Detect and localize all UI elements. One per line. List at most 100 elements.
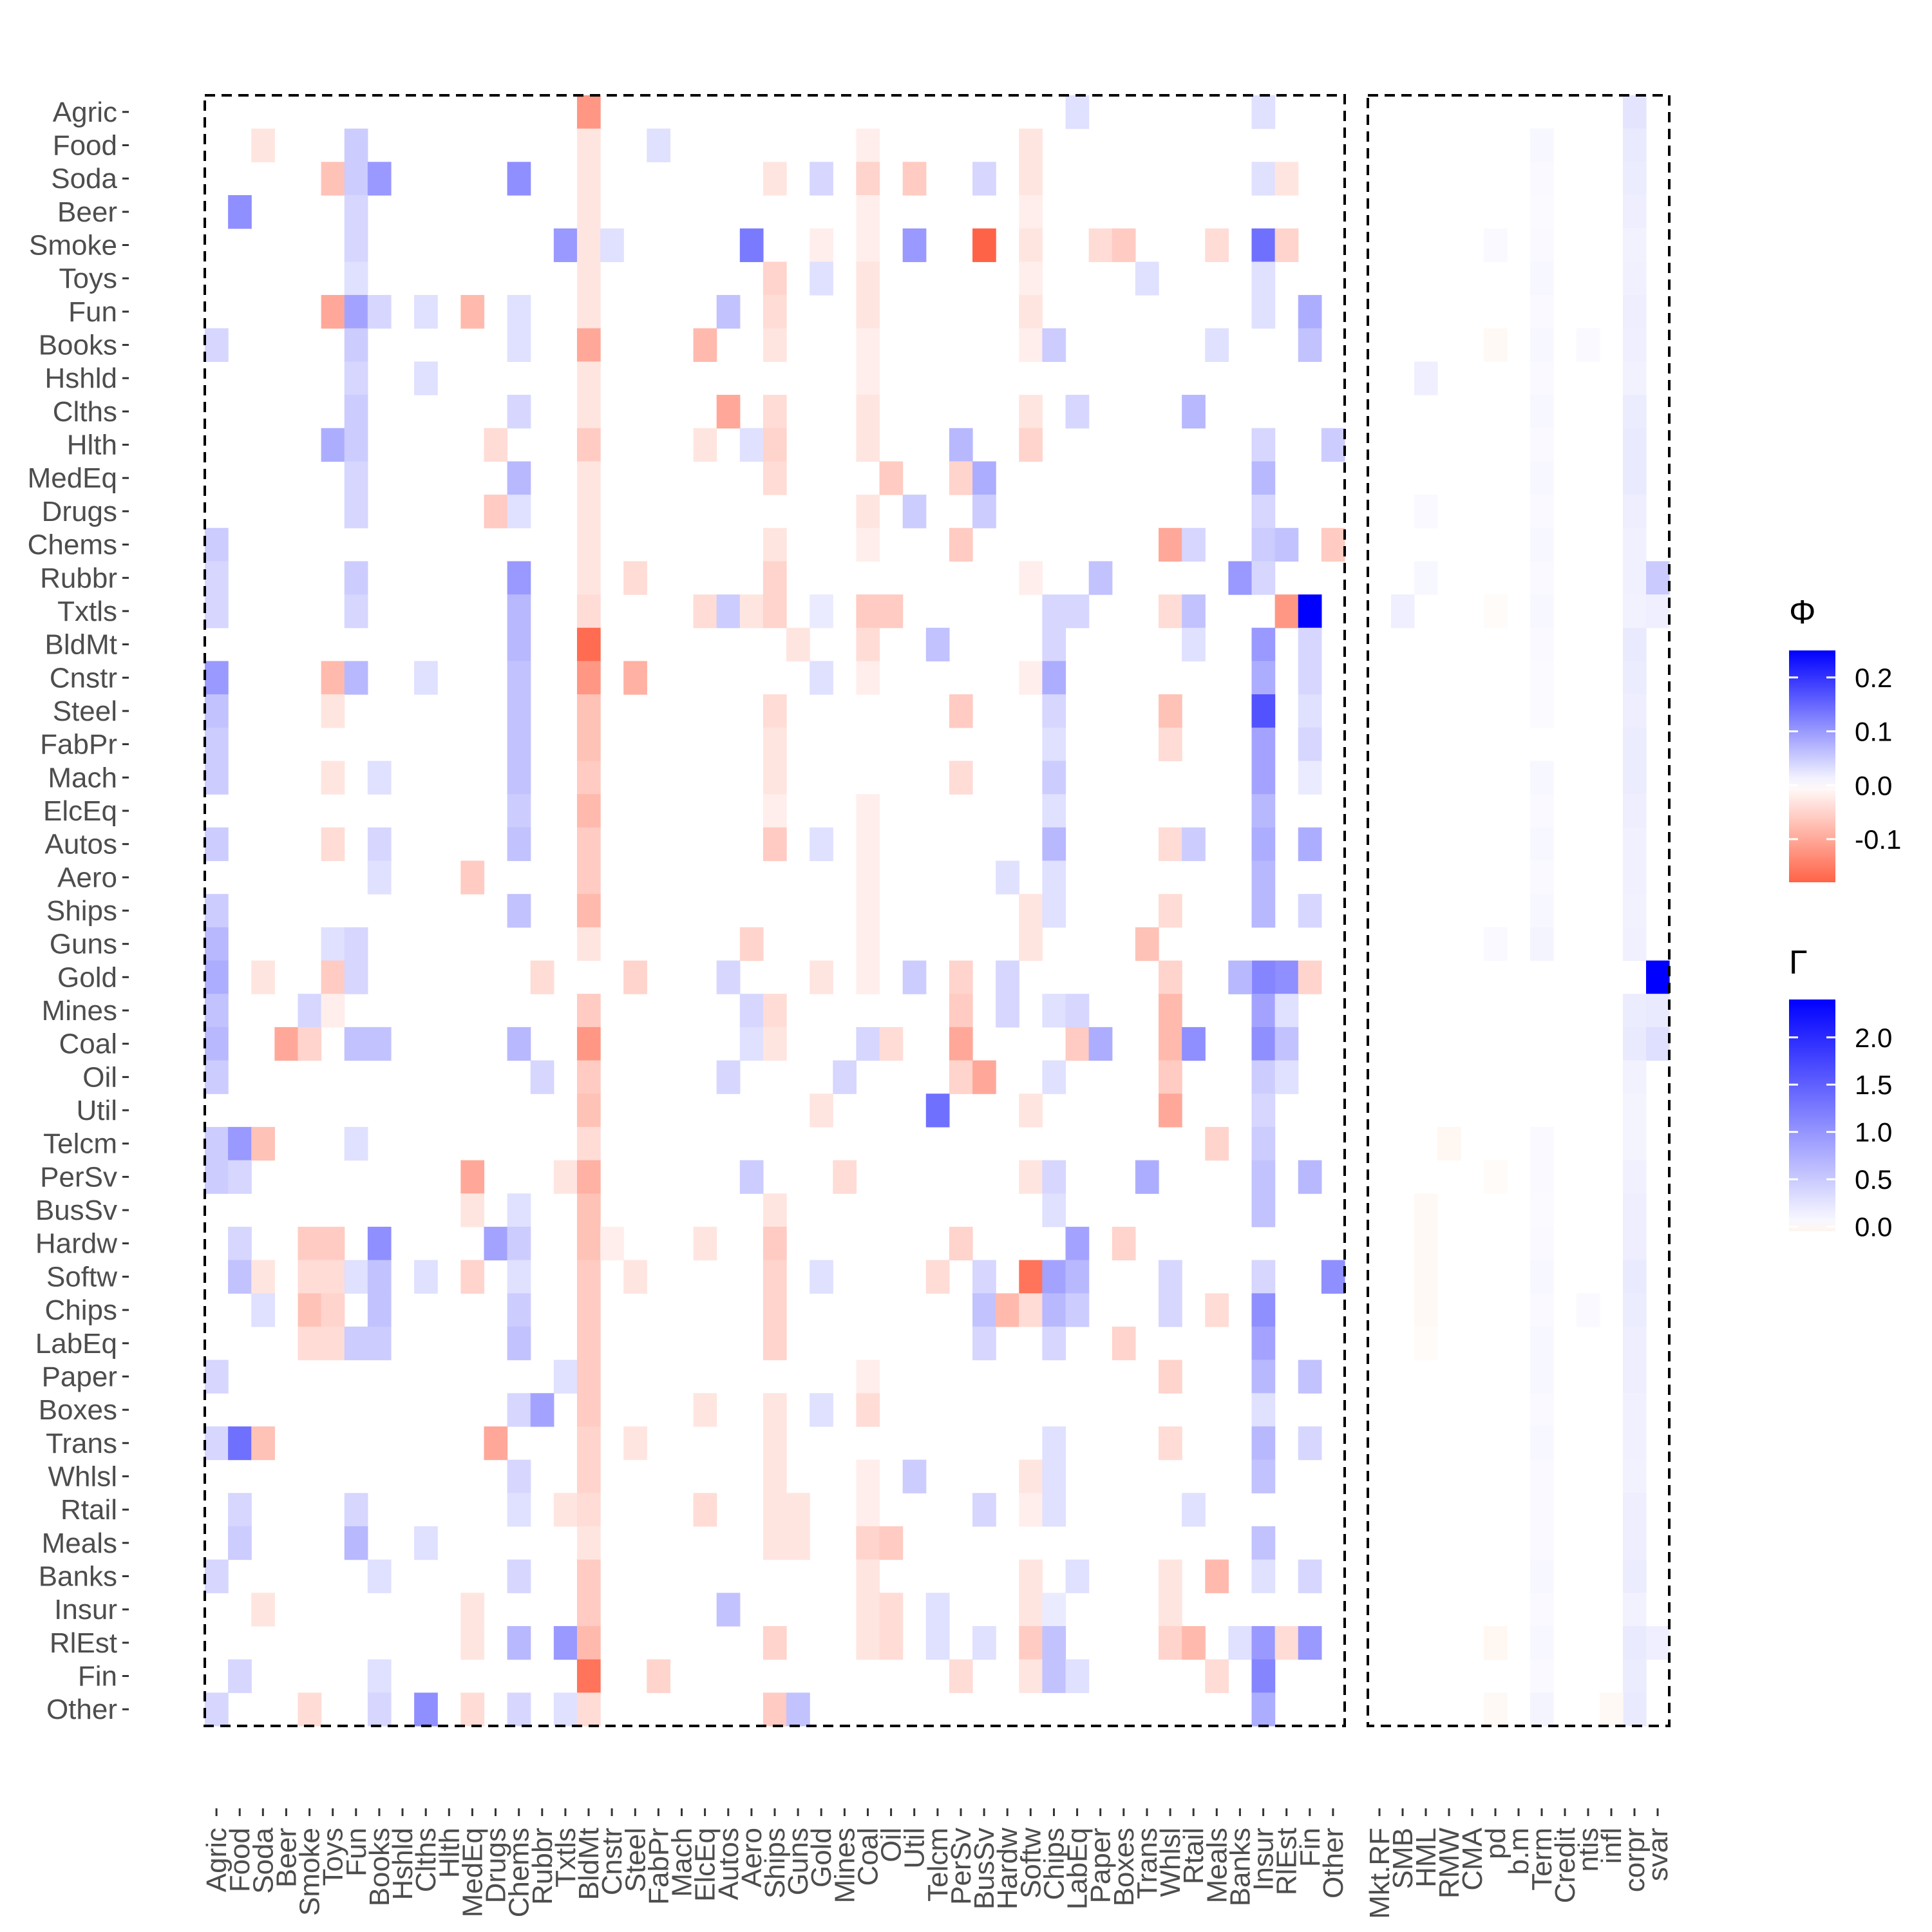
- gamma-legend-tick-label-4: 0.0: [1855, 1212, 1892, 1242]
- phi-x-tick-label-Fin: Fin: [1294, 1828, 1326, 1867]
- phi-cell-Coal-Insur: [1251, 1027, 1276, 1061]
- phi-cell-Hardw-Books: [367, 1226, 392, 1261]
- phi-cell-Boxes-Gold: [810, 1393, 833, 1427]
- phi-cell-Beer-Coal: [856, 195, 880, 229]
- phi-cell-Smoke-Fun: [344, 228, 368, 262]
- y-tick-label-Rubbr: Rubbr: [40, 562, 117, 594]
- phi-x-tick-label-Food: Food: [224, 1828, 256, 1892]
- phi-cell-Meals-BldMt: [576, 1526, 601, 1560]
- phi-cell-Smoke-Aero: [739, 228, 764, 262]
- phi-cell-Agric-Insur: [1251, 95, 1276, 129]
- phi-cell-Hlth-ElcEq: [693, 428, 717, 462]
- phi-cell-Chips-Toys: [321, 1293, 345, 1327]
- phi-cell-Chips-Whlsl: [1159, 1293, 1182, 1327]
- phi-cell-Txtls-Aero: [739, 594, 764, 629]
- phi-cell-Txtls-Whlsl: [1159, 594, 1182, 629]
- x-axis: AgricFoodSodaBeerSmokeToysFunBooksHshldC…: [201, 1808, 1674, 1919]
- phi-cell-Oil-Rubbr: [530, 1060, 554, 1094]
- gamma-x-tick-label-corpr: corpr: [1619, 1828, 1651, 1892]
- gamma-cell-Agric-corpr: [1623, 95, 1647, 129]
- phi-cell-Agric-LabEq: [1065, 95, 1090, 129]
- gamma-cell-RlEst-svar: [1646, 1625, 1670, 1660]
- phi-cell-Mines-Toys: [321, 994, 345, 1028]
- phi-cell-Whlsl-Coal: [856, 1459, 880, 1493]
- phi-x-tick-label-Oil: Oil: [876, 1828, 907, 1862]
- phi-cell-Aero-Chips: [1042, 860, 1066, 895]
- phi-legend: Φ 0.2 0.1 0.0 -0.1: [1789, 594, 1901, 882]
- gamma-cell-Rtail-Term: [1530, 1493, 1554, 1527]
- gamma-cell-LabEq-Term: [1530, 1326, 1554, 1361]
- phi-cell-Hlth-BldMt: [576, 428, 601, 462]
- phi-cell-Hardw-BldMt: [576, 1226, 601, 1261]
- phi-cell-Txtls-Chems: [507, 594, 531, 629]
- phi-cell-Paper-BldMt: [576, 1359, 601, 1394]
- phi-cell-Other-Insur: [1251, 1692, 1276, 1727]
- gamma-cell-Books-ntis: [1577, 328, 1600, 362]
- phi-cell-BldMt-BldMt: [576, 627, 601, 662]
- phi-cell-Chems-Ships: [762, 527, 787, 562]
- phi-cell-LabEq-Smoke: [298, 1326, 322, 1361]
- phi-cell-BusSv-Insur: [1251, 1193, 1276, 1227]
- phi-cell-Ships-Chips: [1042, 894, 1066, 928]
- phi-cell-Chips-Meals: [1205, 1293, 1229, 1327]
- phi-cell-PerSv-BldMt: [576, 1160, 601, 1194]
- phi-cell-Smoke-Boxes: [1112, 228, 1136, 262]
- phi-cell-MedEq-Oil: [879, 461, 904, 495]
- phi-cell-Hlth-Fun: [344, 428, 368, 462]
- phi-cell-Ships-Insur: [1251, 894, 1276, 928]
- gamma-cell-Chips-Term: [1530, 1293, 1554, 1327]
- y-tick-label-Coal: Coal: [59, 1028, 118, 1060]
- y-tick-label-PerSv: PerSv: [40, 1161, 117, 1193]
- phi-cell-Smoke-Cnstr: [600, 228, 624, 262]
- phi-cell-Autos-Whlsl: [1159, 827, 1182, 862]
- phi-colorbar: [1789, 650, 1835, 882]
- phi-cell-Banks-Chems: [507, 1559, 531, 1593]
- phi-cell-Drugs-BldMt: [576, 495, 601, 529]
- phi-cell-Meals-Oil: [879, 1526, 904, 1560]
- phi-cell-Telcm-Meals: [1205, 1126, 1229, 1161]
- phi-cell-Clths-Autos: [716, 395, 741, 429]
- gamma-cell-Insur-Term: [1530, 1593, 1554, 1627]
- phi-cell-Steel-Agric: [205, 694, 229, 728]
- phi-cell-Drugs-Util: [902, 495, 927, 529]
- phi-cell-Soda-Fun: [344, 162, 368, 196]
- phi-cell-Hardw-LabEq: [1065, 1226, 1090, 1261]
- phi-cell-Fun-Autos: [716, 295, 741, 329]
- phi-cell-Trans-Agric: [205, 1426, 229, 1461]
- phi-x-tick-label-BldMt: BldMt: [573, 1828, 605, 1900]
- phi-cell-Hlth-Other: [1321, 428, 1345, 462]
- phi-cell-Food-BldMt: [576, 128, 601, 162]
- phi-cell-Other-Ships: [762, 1692, 787, 1727]
- phi-cell-Rtail-Food: [228, 1493, 252, 1527]
- phi-cell-Rtail-BusSv: [972, 1493, 996, 1527]
- gamma-cell-Smoke-Term: [1530, 228, 1554, 262]
- y-tick-label-Beer: Beer: [57, 196, 117, 228]
- gamma-cell-BusSv-Term: [1530, 1193, 1554, 1227]
- phi-cell-Gold-Rubbr: [530, 960, 554, 994]
- phi-cell-Oil-Mines: [833, 1060, 857, 1094]
- phi-cell-Oil-BusSv: [972, 1060, 996, 1094]
- gamma-cell-Hshld-Term: [1530, 361, 1554, 395]
- phi-cell-Fin-FabPr: [647, 1659, 671, 1693]
- phi-cell-Coal-Agric: [205, 1027, 229, 1061]
- gamma-cell-BusSv-HML: [1414, 1193, 1438, 1227]
- phi-cell-Beer-Fun: [344, 195, 368, 229]
- phi-cell-Banks-Fin: [1298, 1559, 1322, 1593]
- gamma-cell-Gold-svar: [1646, 960, 1670, 994]
- phi-cell-Gold-Gold: [810, 960, 833, 994]
- phi-cell-Trans-Drugs: [484, 1426, 508, 1461]
- phi-cell-Coal-Oil: [879, 1027, 904, 1061]
- gamma-x-tick-label-Credit: Credit: [1549, 1828, 1581, 1903]
- phi-cell-Cnstr-BldMt: [576, 661, 601, 695]
- gamma-cell-LabEq-HML: [1414, 1326, 1438, 1361]
- phi-cell-Paper-Txtls: [553, 1359, 578, 1394]
- phi-cell-Paper-Coal: [856, 1359, 880, 1394]
- phi-x-tick-label-Agric: Agric: [201, 1828, 232, 1892]
- phi-cell-Fin-Food: [228, 1659, 252, 1693]
- phi-cell-Cnstr-Agric: [205, 661, 229, 695]
- phi-cell-Whlsl-Ships: [762, 1459, 787, 1493]
- phi-cell-Rtail-Rtail: [1182, 1493, 1206, 1527]
- y-tick-label-Hardw: Hardw: [35, 1228, 117, 1260]
- phi-cell-Gold-Soda: [251, 960, 275, 994]
- phi-cell-Chips-Books: [367, 1293, 392, 1327]
